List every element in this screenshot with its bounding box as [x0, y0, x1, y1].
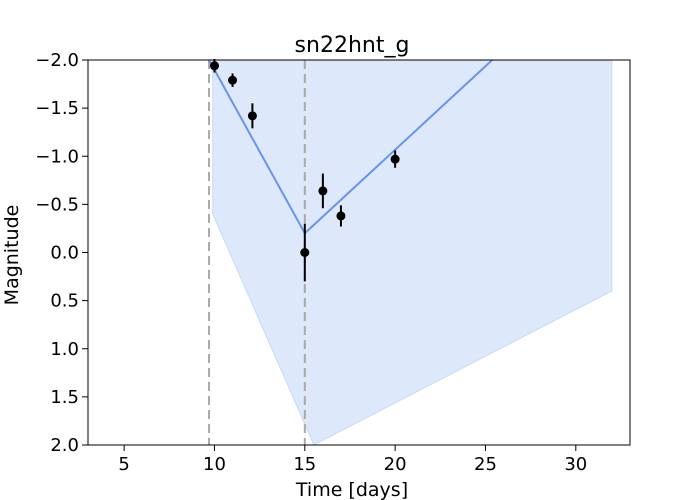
uncertainty-band-layer — [212, 60, 613, 445]
y-tick-label-6: 1.0 — [50, 339, 79, 360]
x-tick-label-2: 15 — [293, 454, 316, 475]
y-tick-label-1: −1.5 — [35, 98, 79, 119]
chart-title: sn22hnt_g — [295, 33, 410, 58]
y-tick-label-8: 2.0 — [50, 435, 79, 456]
data-point-2 — [247, 111, 257, 121]
x-tick-label-4: 25 — [474, 454, 497, 475]
data-point-3 — [300, 248, 310, 257]
data-point-5 — [336, 211, 346, 221]
x-axis-ticks: 5 10 15 20 25 30 — [118, 445, 587, 475]
x-tick-label-5: 30 — [564, 454, 587, 475]
y-tick-label-7: 1.5 — [50, 387, 79, 408]
y-axis-ticks: −2.0 −1.5 −1.0 −0.5 0.0 0.5 1.0 1.5 2.0 — [35, 50, 88, 456]
data-point-4 — [318, 186, 328, 196]
data-points-layer — [209, 59, 400, 282]
data-point-6 — [390, 154, 400, 164]
uncertainty-band — [212, 60, 613, 445]
y-tick-label-4: 0.0 — [50, 243, 79, 264]
data-point-1 — [228, 75, 238, 85]
vertical-marker-layer — [208, 60, 306, 445]
y-tick-label-0: −2.0 — [35, 50, 79, 71]
data-point-0 — [209, 61, 219, 71]
y-tick-label-3: −0.5 — [35, 194, 79, 215]
x-tick-label-0: 5 — [118, 454, 129, 475]
y-axis-label: Magnitude — [1, 205, 23, 306]
x-axis-label: Time [days] — [295, 479, 408, 500]
x-tick-label-1: 10 — [203, 454, 226, 475]
y-tick-label-2: −1.0 — [35, 146, 79, 167]
x-tick-label-3: 20 — [384, 454, 407, 475]
y-tick-label-5: 0.5 — [50, 291, 79, 312]
